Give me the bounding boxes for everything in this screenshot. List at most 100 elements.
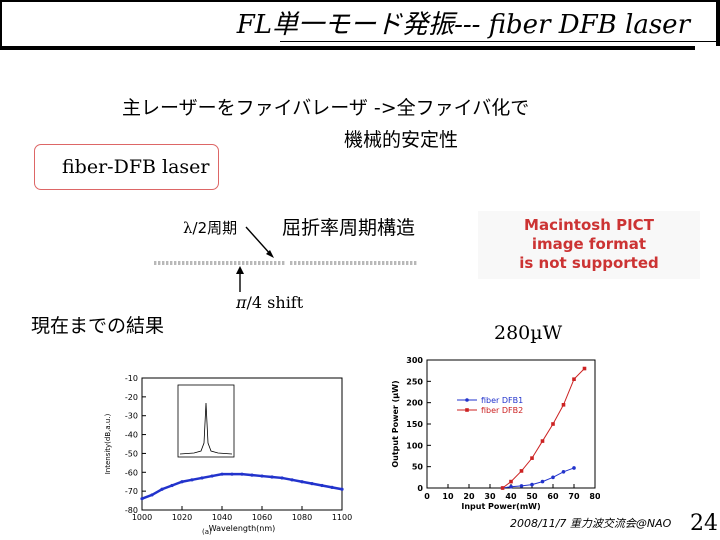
- spectrum-y-tick-label: -20: [125, 393, 138, 402]
- grating-mark: [194, 261, 197, 265]
- spectrum-point: [220, 472, 224, 476]
- power-y-tick-label: 50: [412, 463, 424, 472]
- title-corner-notch: [695, 46, 720, 50]
- power-series-line: [502, 368, 585, 489]
- grating-marks: [154, 261, 417, 265]
- spectrum-point: [150, 493, 154, 497]
- spectrum-point: [300, 480, 304, 484]
- title-background: [2, 2, 716, 46]
- intro-line-1: 主レーザーをファイバレーザ ->全ファイバ化で: [122, 97, 530, 119]
- grating-mark: [358, 261, 361, 265]
- pi-symbol: π: [236, 293, 247, 312]
- power-point: [572, 466, 576, 470]
- grating-mark: [198, 261, 201, 265]
- power-y-axis-label: Output Power (µW): [391, 380, 400, 467]
- spectrum-x-tick-label: 1000: [132, 513, 152, 522]
- grating-mark: [306, 261, 309, 265]
- fiber-label-box: [34, 144, 219, 190]
- spectrum-y-tick-label: -70: [125, 487, 138, 496]
- power-x-axis-label: Input Power(mW): [461, 502, 540, 511]
- lambda-symbol: λ: [183, 219, 193, 237]
- spectrum-point: [310, 482, 314, 486]
- grating-mark: [334, 261, 337, 265]
- legend-marker: [465, 408, 469, 412]
- grating-mark: [322, 261, 325, 265]
- spectrum-point: [260, 474, 264, 478]
- grating-mark: [338, 261, 341, 265]
- spectrum-point: [200, 476, 204, 480]
- grating-mark: [406, 261, 409, 265]
- spectrum-point: [140, 497, 144, 501]
- spectrum-point: [290, 478, 294, 482]
- title-prefix: FL: [236, 10, 273, 40]
- legend-label: fiber DFB2: [481, 406, 523, 415]
- legend-marker: [465, 398, 469, 402]
- grating-mark: [266, 261, 269, 265]
- grating-mark: [350, 261, 353, 265]
- spectrum-point: [160, 487, 164, 491]
- refractive-index-label: 屈折率周期構造: [282, 217, 416, 239]
- grating-mark: [174, 261, 177, 265]
- grating-mark: [374, 261, 377, 265]
- pict-placeholder-text: Macintosh PICT image format is not suppo…: [478, 216, 700, 273]
- grating-mark: [202, 261, 205, 265]
- spectrum-x-tick-label: 1060: [252, 513, 272, 522]
- grating-mark: [226, 261, 229, 265]
- grating-mark: [190, 261, 193, 265]
- power-point: [540, 479, 545, 484]
- power-point: [519, 469, 524, 473]
- power-x-tick-label: 60: [547, 492, 559, 501]
- power-point: [551, 422, 555, 426]
- grating-mark: [378, 261, 381, 265]
- spectrum-panel-label: (a): [202, 528, 212, 536]
- grating-mark: [230, 261, 233, 265]
- spectrum-point: [190, 478, 194, 482]
- spectrum-point: [330, 485, 334, 489]
- grating-mark: [242, 261, 245, 265]
- results-label: 現在までの結果: [31, 315, 165, 337]
- intro-line-2: 機械的安定性: [344, 129, 459, 151]
- grating-mark: [402, 261, 405, 265]
- pict-line: is not supported: [519, 254, 659, 272]
- grating-mark: [238, 261, 241, 265]
- spectrum-x-tick-label: 1020: [172, 513, 192, 522]
- spectrum-point: [280, 476, 284, 480]
- power-point: [530, 456, 534, 460]
- grating-mark: [246, 261, 249, 265]
- power-point: [509, 479, 513, 484]
- spectrum-x-tick-label: 1040: [212, 513, 232, 522]
- spectrum-y-tick-label: -10: [125, 374, 138, 383]
- power-y-tick-label: 250: [406, 377, 423, 386]
- grating-period-label: λ/2周期: [183, 218, 237, 238]
- grating-mark: [382, 261, 385, 265]
- spectrum-x-tick-label: 1100: [332, 513, 352, 522]
- spectrum-inset-frame: [177, 384, 235, 458]
- spectrum-y-tick-label: -30: [125, 412, 138, 421]
- grating-mark: [178, 261, 181, 265]
- spectrum-y-tick-label: -80: [125, 506, 138, 515]
- grating-mark: [298, 261, 301, 265]
- grating-mark: [390, 261, 393, 265]
- grating-mark: [414, 261, 417, 265]
- period-arrow-line: [245, 226, 273, 257]
- pict-line: image format: [531, 235, 647, 253]
- grating-mark: [362, 261, 365, 265]
- power-point: [561, 403, 566, 407]
- grating-mark: [318, 261, 321, 265]
- spectrum-point: [170, 483, 174, 488]
- power-point: [582, 366, 587, 371]
- power-point: [551, 475, 555, 480]
- grating-mark: [222, 261, 225, 265]
- spectrum-y-tick-label: -60: [125, 468, 138, 477]
- grating-mark: [182, 261, 185, 265]
- grating-mark: [310, 261, 313, 265]
- grating-mark: [274, 261, 277, 265]
- power-point: [519, 484, 524, 488]
- grating-mark: [302, 261, 305, 265]
- pict-placeholder-box: [478, 211, 700, 279]
- grating-mark: [354, 261, 357, 265]
- spectrum-point: [320, 483, 324, 488]
- power-x-tick-label: 20: [463, 492, 475, 501]
- grating-mark: [346, 261, 349, 265]
